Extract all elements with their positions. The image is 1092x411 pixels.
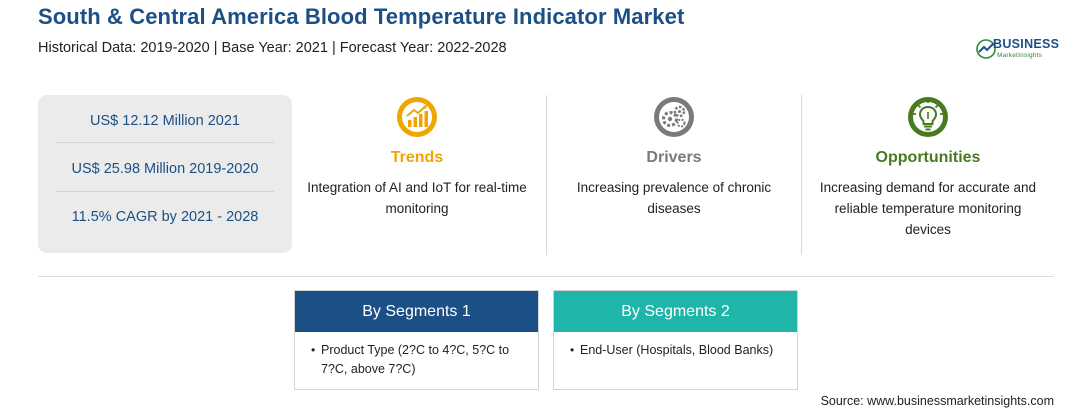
- segment-card-2: By Segments 2 • End-User (Hospitals, Blo…: [553, 290, 798, 390]
- drivers-line: diseases: [647, 201, 701, 216]
- page-title: South & Central America Blood Temperatur…: [38, 4, 685, 29]
- market-cagr: 11.5% CAGR by 2021 - 2028: [71, 209, 259, 225]
- segment-2-list: • End-User (Hospitals, Blood Banks): [554, 332, 797, 360]
- bullet-icon: •: [570, 343, 575, 357]
- segment-1-list: • Product Type (2?C to 4?C, 5?C to 7?C, …: [295, 332, 538, 379]
- opportunities-text: Increasing demand for accurate and relia…: [803, 177, 1053, 240]
- trends-line: monitoring: [385, 201, 449, 216]
- segment-1-title: By Segments 1: [295, 291, 538, 332]
- market-size-2021: US$ 12.12 Million 2021: [90, 113, 240, 129]
- segment-2-item: End-User (Hospitals, Blood Banks): [580, 343, 774, 357]
- opportunities-heading: Opportunities: [875, 149, 981, 166]
- page-subtitle: Historical Data: 2019-2020 | Base Year: …: [38, 40, 507, 56]
- opportunities-line: devices: [905, 222, 951, 237]
- segment-1-item: Product Type (2?C to 4?C, 5?C to 7?C, ab…: [321, 343, 510, 376]
- logo-wordmark: BUSINESS: [993, 37, 1060, 51]
- gears-icon: [654, 97, 694, 137]
- market-stats-panel: US$ 12.12 Million 2021 US$ 25.98 Million…: [38, 95, 292, 253]
- stat-divider: [56, 142, 274, 143]
- section-divider: [38, 276, 1054, 277]
- trends-line: Integration of AI and IoT for real-time: [307, 180, 527, 195]
- column-divider: [801, 95, 802, 255]
- chart-growth-icon: [397, 97, 437, 137]
- business-market-insights-logo[interactable]: BUSINESS MarketInsights: [975, 36, 1065, 64]
- drivers-heading: Drivers: [646, 149, 702, 166]
- opportunities-line: Increasing demand for accurate and: [819, 180, 1037, 195]
- market-size-historical: US$ 25.98 Million 2019-2020: [71, 161, 259, 177]
- segment-card-1: By Segments 1 • Product Type (2?C to 4?C…: [294, 290, 539, 390]
- opportunities-line: reliable temperature monitoring: [834, 201, 1022, 216]
- segment-2-title: By Segments 2: [554, 291, 797, 332]
- bullet-icon: •: [311, 343, 316, 357]
- trends-text: Integration of AI and IoT for real-time …: [292, 177, 542, 219]
- drivers-line: Increasing prevalence of chronic: [576, 180, 772, 195]
- lightbulb-icon: [908, 97, 948, 137]
- stat-divider: [56, 191, 274, 192]
- source-link[interactable]: Source: www.businessmarketinsights.com: [820, 394, 1054, 408]
- logo-subtext: MarketInsights: [997, 52, 1043, 59]
- logo-globe-icon: [976, 39, 996, 59]
- trends-heading: Trends: [390, 149, 444, 166]
- column-divider: [546, 95, 547, 255]
- drivers-text: Increasing prevalence of chronic disease…: [549, 177, 799, 219]
